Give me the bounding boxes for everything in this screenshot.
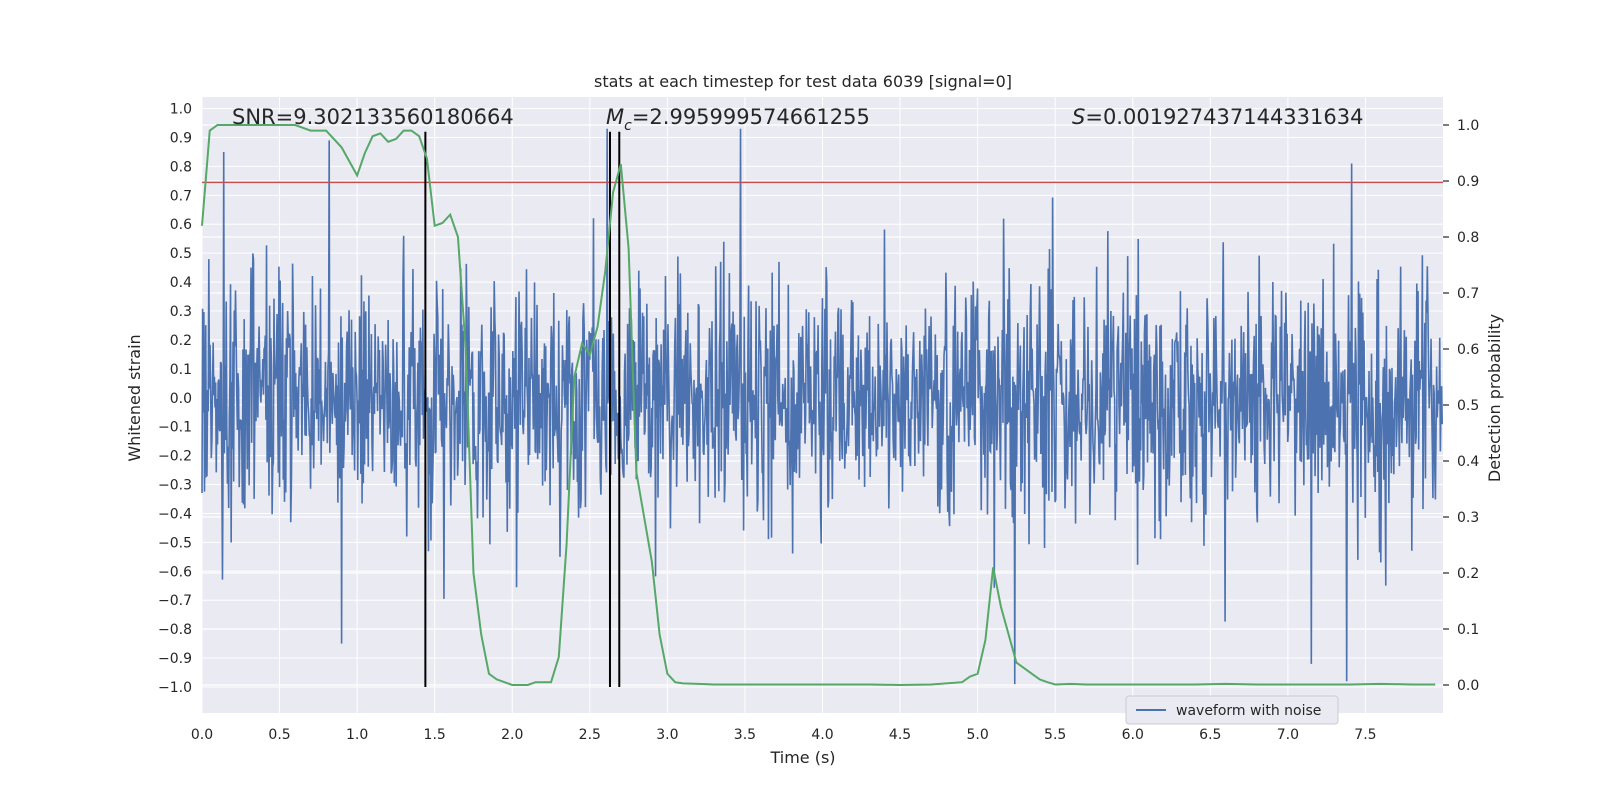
y2-tick-label: 0.6 (1457, 342, 1479, 358)
legend-box (1125, 695, 1339, 725)
x-tick-label: 0.5 (268, 727, 290, 743)
x-tick-label: 6.5 (1199, 727, 1221, 743)
y-tick-label: 0.7 (170, 188, 192, 204)
legend-label: waveform with noise (1176, 703, 1321, 719)
x-tick-label: 7.5 (1354, 727, 1376, 743)
y-tick-label: −0.9 (158, 651, 192, 667)
y2-tick-label: 0.2 (1457, 566, 1479, 582)
x-axis-ticks: 0.0 0.5 1.0 1.5 2.0 2.5 3.0 3.5 4.0 4.5 5.0 5.5 6.0 6… (191, 727, 1377, 743)
y-tick-label: −1.0 (158, 680, 192, 696)
chart-title: stats at each timestep for test data 603… (594, 72, 1012, 91)
y2-tick-label: 0.4 (1457, 454, 1479, 470)
x-tick-label: 2.0 (501, 727, 523, 743)
chirp-mass-annotation: Mc=2.995999574661255 (606, 105, 870, 134)
y-axis-label: Whitened strain (125, 334, 144, 461)
detection-probability-line (201, 124, 1436, 687)
y-tick-label: 0.5 (170, 246, 192, 262)
s-value: =0.001927437144331634 (1085, 105, 1363, 129)
y-tick-label: 0.8 (170, 159, 192, 175)
x-tick-label: 2.5 (579, 727, 601, 743)
x-tick-label: 1.5 (424, 727, 446, 743)
x-tick-label: 6.0 (1122, 727, 1144, 743)
chirp-mass-value: =2.995999574661255 (632, 105, 870, 129)
y2-tick-label: 0.0 (1457, 678, 1479, 694)
y-tick-label: 0.0 (170, 391, 192, 407)
y-tick-label: 0.3 (170, 304, 192, 320)
x-tick-label: 3.0 (656, 727, 678, 743)
s-symbol: S (1072, 105, 1085, 129)
y-tick-label: −0.1 (158, 420, 192, 436)
y2-axis-label: Detection probability (1485, 314, 1504, 482)
x-tick-label: 0.0 (191, 727, 213, 743)
x-tick-label: 5.5 (1044, 727, 1066, 743)
y-tick-label: 0.1 (170, 362, 192, 378)
y2-tick-label: 0.3 (1457, 510, 1479, 526)
s-annotation: S=0.001927437144331634 (1072, 105, 1363, 129)
x-tick-label: 4.5 (889, 727, 911, 743)
y-tick-label: −0.4 (158, 506, 192, 522)
y-tick-label: −0.5 (158, 535, 192, 551)
y-tick-label: 1.0 (170, 102, 192, 118)
chirp-mass-symbol: M (606, 105, 624, 129)
x-tick-label: 7.0 (1277, 727, 1299, 743)
y-axis-ticks: 1.0 0.9 0.8 0.7 0.6 0.5 0.4 0.3 0.2 0.1 0.0 −0.1 −0.… (158, 102, 192, 696)
y-tick-label: 0.4 (170, 275, 192, 291)
waveform-series (201, 128, 1444, 685)
y-tick-label: −0.7 (158, 593, 192, 609)
snr-annotation: SNR=9.302133560180664 (232, 105, 514, 129)
y-tick-label: 0.9 (170, 130, 192, 146)
waveform-line (201, 128, 1444, 685)
x-tick-label: 3.5 (734, 727, 756, 743)
y2-tick-label: 0.5 (1457, 398, 1479, 414)
x-tick-label: 4.0 (811, 727, 833, 743)
y2-tick-label: 0.1 (1457, 622, 1479, 638)
y2-tick-label: 0.9 (1457, 174, 1479, 190)
y-tick-label: −0.3 (158, 478, 192, 494)
y-tick-label: 0.6 (170, 217, 192, 233)
y-tick-label: 0.2 (170, 333, 192, 349)
y2-tick-label: 1.0 (1457, 118, 1479, 134)
y-tick-label: −0.6 (158, 564, 192, 580)
y-tick-label: −0.2 (158, 449, 192, 465)
y2-axis-ticks: 1.0 0.9 0.8 0.7 0.6 0.5 0.4 0.3 0.2 0.1 0.0 (1443, 118, 1479, 694)
y-tick-label: −0.8 (158, 622, 192, 638)
chirp-mass-subscript: c (624, 118, 632, 134)
x-tick-label: 1.0 (346, 727, 368, 743)
x-axis-label: Time (s) (769, 748, 835, 767)
x-tick-label: 5.0 (966, 727, 988, 743)
y2-tick-label: 0.8 (1457, 230, 1479, 246)
legend: waveform with noise (1125, 695, 1339, 725)
y2-tick-label: 0.7 (1457, 286, 1479, 302)
